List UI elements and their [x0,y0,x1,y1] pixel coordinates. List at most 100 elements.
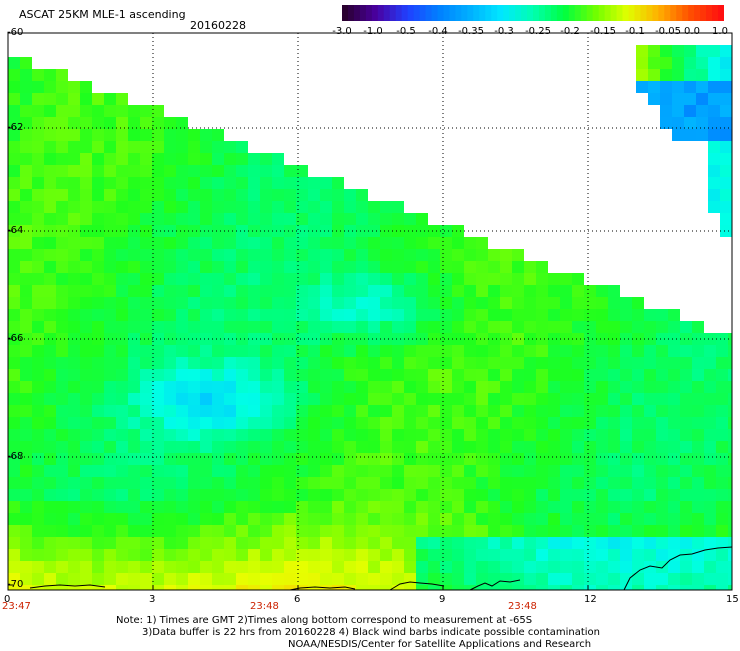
field-cell [476,561,488,573]
field-cell [428,489,440,501]
field-cell [716,561,728,573]
field-cell [104,213,116,225]
field-cell [308,513,320,525]
field-cell [44,573,56,585]
field-cell [380,321,392,333]
field-cell [32,321,44,333]
field-cell [200,525,212,537]
field-cell [720,93,732,105]
field-cell [680,405,692,417]
field-cell [20,321,32,333]
field-cell [20,357,32,369]
field-cell [416,285,428,297]
field-cell [668,537,680,549]
field-cell [272,393,284,405]
field-cell [236,357,248,369]
field-cell [464,537,476,549]
field-cell [344,513,356,525]
field-cell [392,309,404,321]
field-cell [720,189,732,201]
field-cell [596,585,608,590]
field-cell [728,477,732,489]
field-cell [44,285,56,297]
field-cell [548,537,560,549]
field-cell [44,513,56,525]
field-cell [164,249,176,261]
field-cell [704,357,716,369]
field-cell [248,237,260,249]
gridlines [8,33,732,590]
field-cell [248,489,260,501]
field-cell [68,153,80,165]
field-cell [68,537,80,549]
field-cell [692,489,704,501]
field-cell [512,261,524,273]
field-cell [20,165,32,177]
field-cell [296,285,308,297]
field-cell [584,561,596,573]
field-cell [452,453,464,465]
field-cell [272,549,284,561]
field-cell [80,309,92,321]
field-cell [380,345,392,357]
field-cell [116,573,128,585]
colorbar-segment [580,5,588,21]
field-cell [380,573,392,585]
field-cell [104,117,116,129]
map-date: 20160228 [190,19,246,32]
field-cell [320,213,332,225]
field-cell [464,297,476,309]
field-cell [236,309,248,321]
field-cell [8,309,20,321]
field-cell [728,561,732,573]
field-cell [720,225,732,237]
field-cell [320,321,332,333]
field-cell [404,309,416,321]
field-cell [512,297,524,309]
field-cell [720,153,732,165]
field-cell [620,561,632,573]
field-cell [536,453,548,465]
field-cell [584,537,596,549]
field-cell [684,45,696,57]
field-cell [140,585,152,590]
field-cell [32,561,44,573]
field-cell [536,357,548,369]
field-cell [80,561,92,573]
field-cell [32,285,44,297]
field-cell [356,537,368,549]
colorbar-segment [676,5,683,21]
field-cell [236,585,248,590]
field-cell [104,141,116,153]
field-cell [320,225,332,237]
plot-frame [7,32,733,591]
field-cell [380,501,392,513]
field-cell [548,321,560,333]
field-cell [656,405,668,417]
field-cell [464,417,476,429]
field-cell [644,573,656,585]
field-cell [356,441,368,453]
field-cell [716,513,728,525]
field-cell [284,261,296,273]
field-cell [56,561,68,573]
field-cell [80,237,92,249]
field-cell [20,393,32,405]
field-cell [116,513,128,525]
field-cell [128,189,140,201]
field-cell [696,129,708,141]
field-cell [104,381,116,393]
field-cell [488,537,500,549]
field-cell [176,441,188,453]
field-cell [248,153,260,165]
field-cell [92,141,104,153]
field-cell [416,261,428,273]
field-cell [248,585,260,590]
field-cell [668,453,680,465]
y-tick-label: -64 [7,225,24,236]
field-cell [572,489,584,501]
field-cell [392,357,404,369]
field-cell [212,165,224,177]
colorbar-segment [658,5,665,21]
field-cell [332,549,344,561]
